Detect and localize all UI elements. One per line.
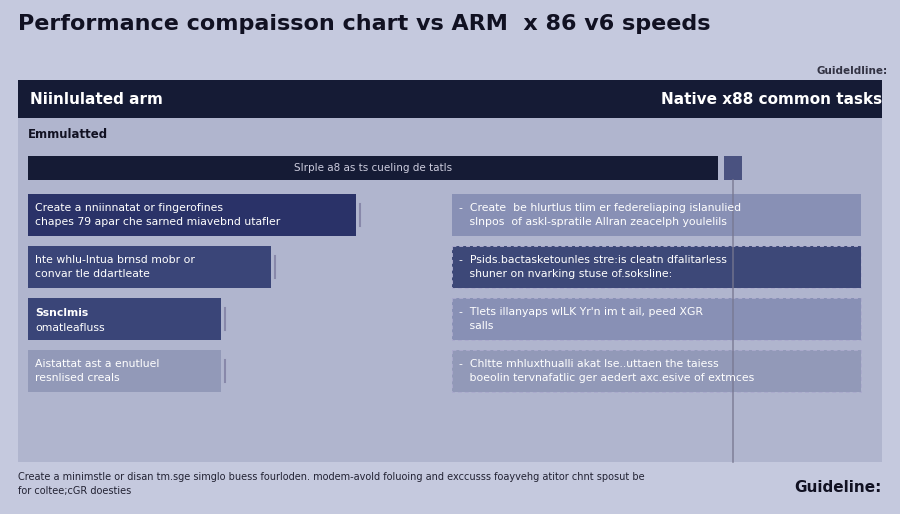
Text: Create a minimstle or disan tm.sge simglo buess fourloden. modem-avold foluoing : Create a minimstle or disan tm.sge simgl… bbox=[18, 472, 644, 496]
Bar bbox=[18, 118, 882, 462]
Text: Create a nniinnatat or fingerofines
chapes 79 apar che sarned miavebnd utafler: Create a nniinnatat or fingerofines chap… bbox=[35, 204, 280, 227]
Bar bbox=[28, 156, 718, 180]
Text: Guideldline:: Guideldline: bbox=[817, 66, 888, 76]
Text: hte whlu-lntua brnsd mobr or
convar tle ddartleate: hte whlu-lntua brnsd mobr or convar tle … bbox=[35, 255, 195, 279]
Text: -  Tlets illanyaps wlLK Yr'n im t ail, peed XGR
   salls: - Tlets illanyaps wlLK Yr'n im t ail, pe… bbox=[459, 307, 703, 331]
Text: -  Psids.bactasketounles stre:is cleatn dfalitarless
   shuner on nvarking stuse: - Psids.bactasketounles stre:is cleatn d… bbox=[459, 255, 727, 279]
Text: Niinlulated arm: Niinlulated arm bbox=[30, 91, 163, 106]
Text: Aistattat ast a enutluel
resnlised creals: Aistattat ast a enutluel resnlised creal… bbox=[35, 359, 159, 382]
Text: Guideline:: Guideline: bbox=[795, 481, 882, 495]
Bar bbox=[452, 246, 861, 288]
Bar bbox=[452, 194, 861, 236]
Text: Slrple a8 as ts cueling de tatls: Slrple a8 as ts cueling de tatls bbox=[294, 163, 452, 173]
Bar bbox=[452, 350, 861, 392]
Bar bbox=[28, 194, 356, 236]
Bar bbox=[452, 298, 861, 340]
Text: Performance compaisson chart vs ARM  x 86 v6 speeds: Performance compaisson chart vs ARM x 86… bbox=[18, 14, 710, 34]
Bar bbox=[452, 246, 861, 288]
Bar bbox=[28, 246, 271, 288]
Text: Native x88 common tasks: Native x88 common tasks bbox=[661, 91, 882, 106]
Bar bbox=[452, 350, 861, 392]
Bar bbox=[28, 350, 221, 392]
Bar bbox=[18, 80, 882, 118]
Text: Ssnclmis: Ssnclmis bbox=[35, 308, 88, 318]
Bar bbox=[452, 298, 861, 340]
Text: omatleafluss: omatleafluss bbox=[35, 323, 104, 333]
Text: Emmulatted: Emmulatted bbox=[28, 128, 108, 141]
Text: -  Create  be hlurtlus tlim er federeliaping islanulied
   slnpos  of askl-sprat: - Create be hlurtlus tlim er federeliapi… bbox=[459, 204, 741, 227]
Text: -  Chltte mhluxthualli akat lse..uttaen the taiess
   boeolin tervnafatlic ger a: - Chltte mhluxthualli akat lse..uttaen t… bbox=[459, 359, 754, 382]
Bar bbox=[724, 156, 742, 180]
Bar bbox=[28, 298, 221, 340]
